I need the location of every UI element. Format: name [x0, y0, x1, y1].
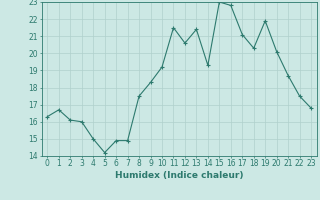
X-axis label: Humidex (Indice chaleur): Humidex (Indice chaleur) — [115, 171, 244, 180]
